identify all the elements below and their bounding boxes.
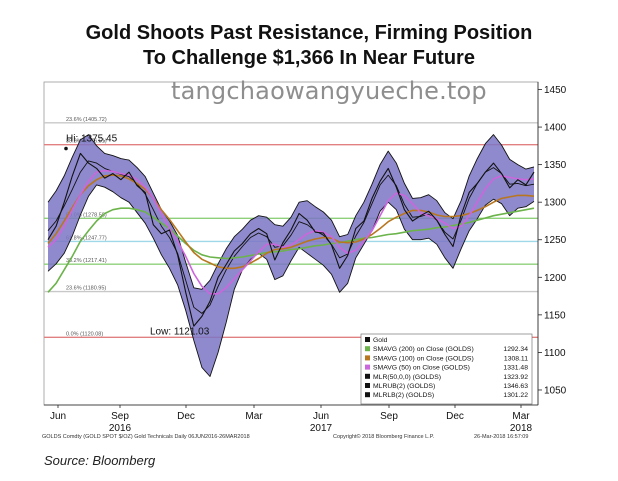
legend-value-6: 1301.22 (503, 392, 528, 399)
y-tick-label-7: 1400 (544, 123, 567, 134)
legend-value-3: 1331.48 (503, 365, 528, 372)
footer-timestamp: 26-Mar-2018 16:57:09 (474, 434, 529, 440)
y-tick-label-4: 1250 (544, 235, 567, 246)
legend-value-5: 1346.63 (503, 383, 528, 390)
fib-label-3: 61.8% (1247.77) (66, 235, 107, 241)
x-year-label-1: 2017 (310, 423, 333, 434)
legend-label-5: MLRUB(2) (GOLDS) (373, 383, 435, 390)
series-line-0 (47, 152, 535, 327)
x-tick-label-0: Jun (50, 411, 66, 422)
legend-swatch-0 (365, 337, 370, 342)
legend-value-4: 1323.92 (503, 374, 528, 381)
series-line-1 (47, 207, 535, 293)
legend-swatch-5 (365, 383, 370, 388)
x-tick-label-5: Sep (380, 411, 398, 422)
legend-box (360, 333, 533, 405)
x-tick-label-3: Mar (245, 411, 263, 422)
annotation-low: Low: 1121.03 (150, 327, 210, 338)
y-tick-label-5: 1300 (544, 198, 567, 209)
legend-swatch-2 (365, 355, 370, 361)
series-line-3 (47, 169, 535, 295)
x-tick-label-4: Jun (313, 411, 329, 422)
legend-label-6: MLRLB(2) (GOLDS) (373, 392, 434, 399)
x-tick-label-1: Sep (111, 411, 129, 422)
legend-value-2: 1308.11 (504, 355, 528, 362)
fib-label-4: 38.2% (1217.41) (66, 258, 107, 264)
footer-copyright: Copyright© 2018 Bloomberg Finance L.P. (333, 434, 435, 440)
y-tick-label-6: 1350 (544, 160, 567, 171)
legend-label-3: SMAVG (50) on Close (GOLDS) (373, 365, 470, 372)
annotation-high: Hi: 1375.45 (66, 134, 118, 145)
fib-label-5: 23.6% (1180.95) (66, 286, 106, 292)
legend-label-1: SMAVG (200) on Close (GOLDS) (373, 346, 474, 353)
footer-security-description: GOLDS Comdty (GOLD SPOT $/OZ) Gold Techn… (42, 434, 250, 440)
series-line-6 (47, 184, 535, 377)
regression-channel-band (48, 134, 534, 377)
legend-label-0: Gold (373, 337, 388, 344)
legend-swatch-1 (365, 346, 370, 352)
series-line-2 (47, 174, 535, 270)
fib-label-0: 23.6% (1405.72) (66, 117, 107, 123)
legend-swatch-6 (365, 392, 370, 398)
x-tick-label-6: Dec (446, 411, 464, 422)
fib-label-2: 50.0% (1278.58) (66, 212, 107, 218)
source-caption: Source: Bloomberg (44, 453, 156, 468)
chart-title-line-2: To Challenge $1,366 In Near Future (143, 47, 475, 69)
series-line-5 (47, 134, 535, 290)
legend-value-1: 1292.34 (503, 346, 528, 353)
x-year-label-2: 2018 (510, 423, 533, 434)
chart-title-line-1: Gold Shoots Past Resistance, Firming Pos… (85, 22, 533, 44)
y-tick-label-2: 1150 (544, 310, 566, 321)
y-tick-label-3: 1200 (544, 273, 567, 284)
y-tick-label-8: 1450 (544, 85, 567, 96)
annotation-high-marker (64, 146, 68, 151)
legend-swatch-3 (365, 364, 370, 370)
x-tick-label-7: Mar (512, 411, 530, 422)
series-line-4 (47, 160, 535, 314)
x-year-label-0: 2016 (109, 423, 132, 434)
legend-label-4: MLR(50,0,0) (GOLDS) (373, 374, 441, 381)
y-tick-label-1: 1100 (544, 348, 566, 359)
legend-label-2: SMAVG (100) on Close (GOLDS) (373, 355, 474, 362)
legend-swatch-4 (365, 373, 370, 379)
y-tick-label-0: 1050 (544, 385, 567, 396)
watermark-text: tangchaowangyueche.top (171, 77, 487, 105)
fib-label-6: 0.0% (1120.08) (66, 331, 103, 337)
x-tick-label-2: Dec (177, 411, 195, 422)
